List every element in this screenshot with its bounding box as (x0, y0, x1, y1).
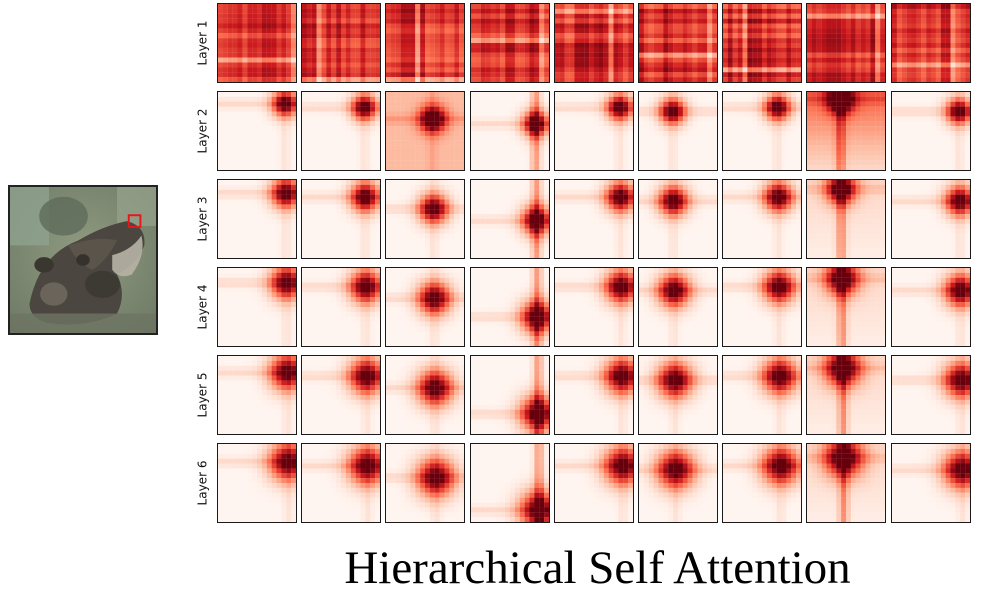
attention-map-layer5-head1 (217, 355, 297, 435)
attention-map-layer5-head9 (890, 355, 971, 435)
layer-label-6: Layer 6 (195, 460, 209, 506)
attention-map-layer1-head6 (638, 3, 718, 83)
attention-map-layer4-head3 (385, 267, 466, 347)
query-marker (127, 214, 142, 228)
attention-map-layer6-head5 (553, 443, 634, 523)
attention-map-layer2-head2 (301, 91, 382, 171)
attention-map-layer2-head7 (722, 91, 803, 171)
attention-map-layer2-head1 (217, 91, 297, 171)
attention-map-layer5-head3 (385, 355, 466, 435)
attention-map-layer3-head7 (722, 179, 803, 259)
attention-map-layer1-head4 (469, 3, 550, 83)
layer-label-5: Layer 5 (195, 372, 209, 418)
attention-map-layer6-head8 (806, 443, 887, 523)
attention-map-layer3-head8 (806, 179, 887, 259)
attention-map-layer1-head8 (806, 3, 887, 83)
layer-label-2: Layer 2 (195, 108, 209, 154)
attention-map-layer1-head9 (890, 3, 971, 83)
attention-map-layer3-head4 (469, 179, 550, 259)
attention-map-layer1-head3 (385, 3, 466, 83)
attention-map-layer4-head7 (722, 267, 803, 347)
layer-label-1: Layer 1 (195, 20, 209, 66)
layer-label-4: Layer 4 (195, 284, 209, 330)
attention-map-layer2-head9 (890, 91, 971, 171)
attention-map-layer3-head3 (385, 179, 466, 259)
attention-map-layer6-head1 (217, 443, 297, 523)
attention-map-layer5-head7 (722, 355, 803, 435)
attention-map-layer1-head1 (217, 3, 297, 83)
attention-map-layer3-head5 (553, 179, 634, 259)
attention-map-layer2-head4 (469, 91, 550, 171)
attention-map-layer5-head4 (469, 355, 550, 435)
attention-map-layer6-head6 (638, 443, 718, 523)
attention-map-layer1-head5 (553, 3, 634, 83)
attention-map-layer2-head6 (638, 91, 718, 171)
attention-map-layer4-head9 (890, 267, 971, 347)
attention-map-layer3-head1 (217, 179, 297, 259)
attention-map-layer4-head5 (553, 267, 634, 347)
attention-map-layer6-head2 (301, 443, 382, 523)
attention-map-layer5-head2 (301, 355, 382, 435)
attention-map-layer2-head3 (385, 91, 466, 171)
attention-map-layer1-head7 (722, 3, 803, 83)
attention-map-layer3-head9 (890, 179, 971, 259)
attention-map-layer6-head7 (722, 443, 803, 523)
frog-image (10, 187, 156, 333)
attention-map-layer1-head2 (301, 3, 382, 83)
attention-map-layer4-head8 (806, 267, 887, 347)
attention-map-layer2-head5 (553, 91, 634, 171)
input-image-frog (8, 185, 158, 335)
attention-map-layer5-head5 (553, 355, 634, 435)
attention-map-layer2-head8 (806, 91, 887, 171)
attention-map-layer6-head3 (385, 443, 466, 523)
attention-map-layer5-head6 (638, 355, 718, 435)
attention-map-layer5-head8 (806, 355, 887, 435)
attention-map-layer4-head6 (638, 267, 718, 347)
attention-map-layer3-head6 (638, 179, 718, 259)
attention-map-layer3-head2 (301, 179, 382, 259)
attention-map-layer6-head9 (890, 443, 971, 523)
figure-caption: Hierarchical Self Attention (344, 542, 851, 594)
attention-map-layer4-head2 (301, 267, 382, 347)
attention-map-layer4-head4 (469, 267, 550, 347)
layer-label-3: Layer 3 (195, 196, 209, 242)
attention-map-layer6-head4 (469, 443, 550, 523)
attention-map-layer4-head1 (217, 267, 297, 347)
